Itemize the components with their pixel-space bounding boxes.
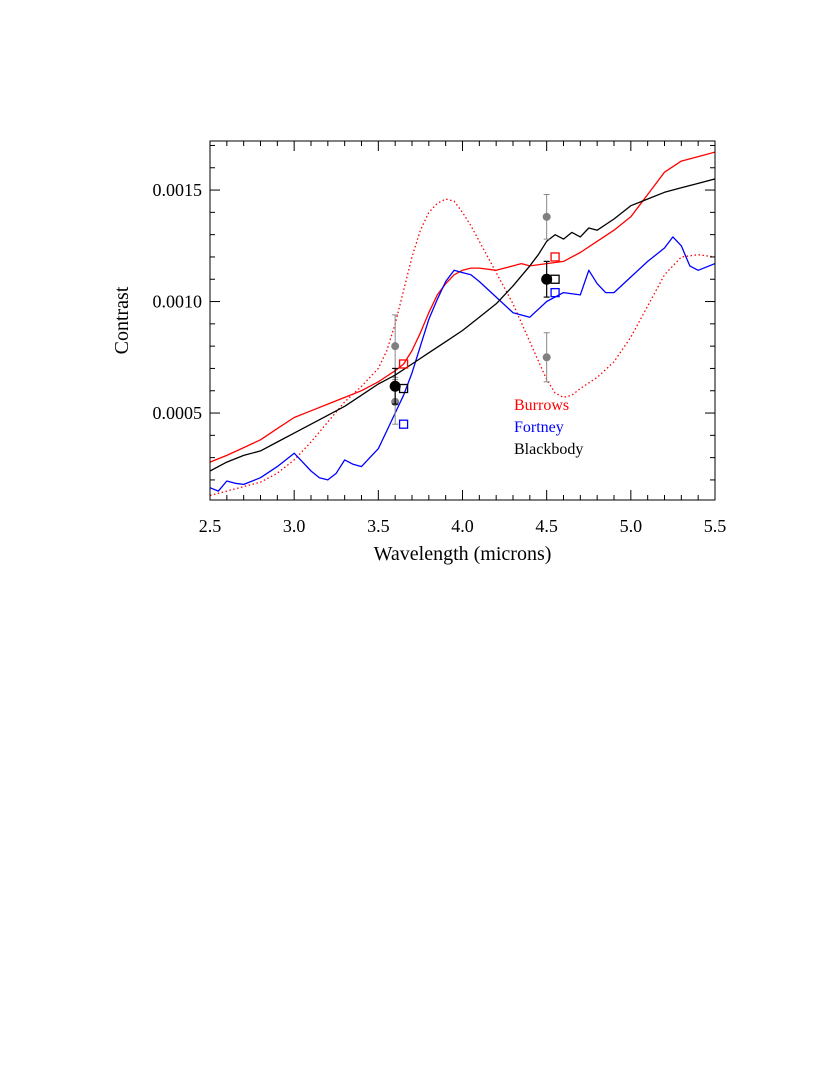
y-axis-title: Contrast <box>111 286 133 354</box>
series-group <box>210 151 715 497</box>
burrows-dotted-line <box>210 198 715 497</box>
gray-data-point <box>542 212 551 221</box>
legend-label-blackbody: Blackbody <box>514 441 583 458</box>
x-tick-label: 2.5 <box>199 516 222 536</box>
fortney-model-square <box>398 419 409 429</box>
blackbody-model-square <box>550 274 560 284</box>
burrows-model-square <box>550 252 560 262</box>
fortney-line <box>210 236 715 492</box>
gray-data-point <box>542 353 551 362</box>
gray-data-point <box>391 342 400 351</box>
burrows-line <box>210 151 715 463</box>
fortney-model-square <box>550 287 560 298</box>
black-data-point <box>389 380 401 392</box>
black-data-point <box>541 273 553 285</box>
legend-label-burrows: Burrows <box>514 397 569 414</box>
x-tick-label: 5.0 <box>620 516 643 536</box>
plot-frame <box>209 140 716 501</box>
axes: 2.5 3.0 3.5 4.0 4.5 5.0 5.5 0.0005 0.0010 0.0015 <box>153 140 727 536</box>
legend-label-fortney: Fortney <box>514 419 564 436</box>
x-tick-label: 5.5 <box>704 516 727 536</box>
y-tick-label: 0.0005 <box>153 403 203 423</box>
legend: Burrows Fortney Blackbody <box>514 397 583 458</box>
x-tick-label: 3.5 <box>367 516 390 536</box>
x-tick-label: 4.5 <box>535 516 558 536</box>
plot-area <box>210 151 715 497</box>
y-tick-label: 0.0010 <box>153 292 203 312</box>
x-tick-label: 4.0 <box>451 516 474 536</box>
burrows-model-square <box>398 359 409 369</box>
blackbody-line <box>210 178 715 472</box>
blackbody-model-square <box>398 383 409 394</box>
x-axis-title: Wavelength (microns) <box>374 543 552 565</box>
x-tick-label: 3.0 <box>283 516 306 536</box>
y-tick-label: 0.0015 <box>153 180 203 200</box>
